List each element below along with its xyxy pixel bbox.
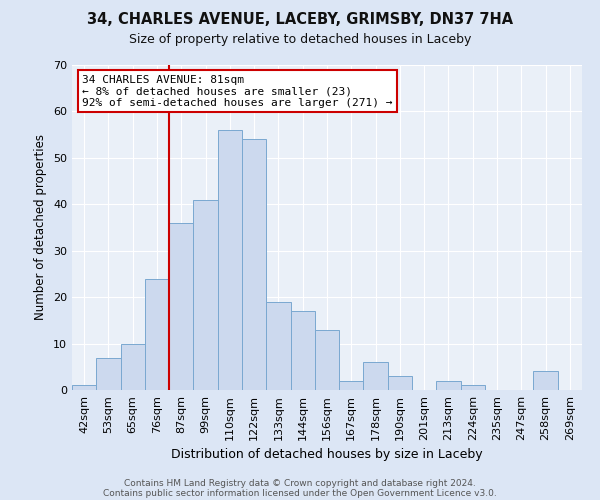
Bar [218, 130, 242, 390]
Bar [533, 372, 558, 390]
Bar [315, 330, 339, 390]
Bar [96, 358, 121, 390]
Bar [461, 386, 485, 390]
Text: Contains HM Land Registry data © Crown copyright and database right 2024.: Contains HM Land Registry data © Crown c… [124, 478, 476, 488]
Bar [145, 278, 169, 390]
Bar [72, 386, 96, 390]
Text: 34 CHARLES AVENUE: 81sqm
← 8% of detached houses are smaller (23)
92% of semi-de: 34 CHARLES AVENUE: 81sqm ← 8% of detache… [82, 74, 392, 108]
Bar [290, 311, 315, 390]
X-axis label: Distribution of detached houses by size in Laceby: Distribution of detached houses by size … [171, 448, 483, 462]
Bar [121, 344, 145, 390]
Bar [242, 140, 266, 390]
Text: 34, CHARLES AVENUE, LACEBY, GRIMSBY, DN37 7HA: 34, CHARLES AVENUE, LACEBY, GRIMSBY, DN3… [87, 12, 513, 28]
Y-axis label: Number of detached properties: Number of detached properties [34, 134, 47, 320]
Text: Size of property relative to detached houses in Laceby: Size of property relative to detached ho… [129, 32, 471, 46]
Bar [339, 380, 364, 390]
Bar [364, 362, 388, 390]
Text: Contains public sector information licensed under the Open Government Licence v3: Contains public sector information licen… [103, 488, 497, 498]
Bar [266, 302, 290, 390]
Bar [436, 380, 461, 390]
Bar [193, 200, 218, 390]
Bar [169, 223, 193, 390]
Bar [388, 376, 412, 390]
